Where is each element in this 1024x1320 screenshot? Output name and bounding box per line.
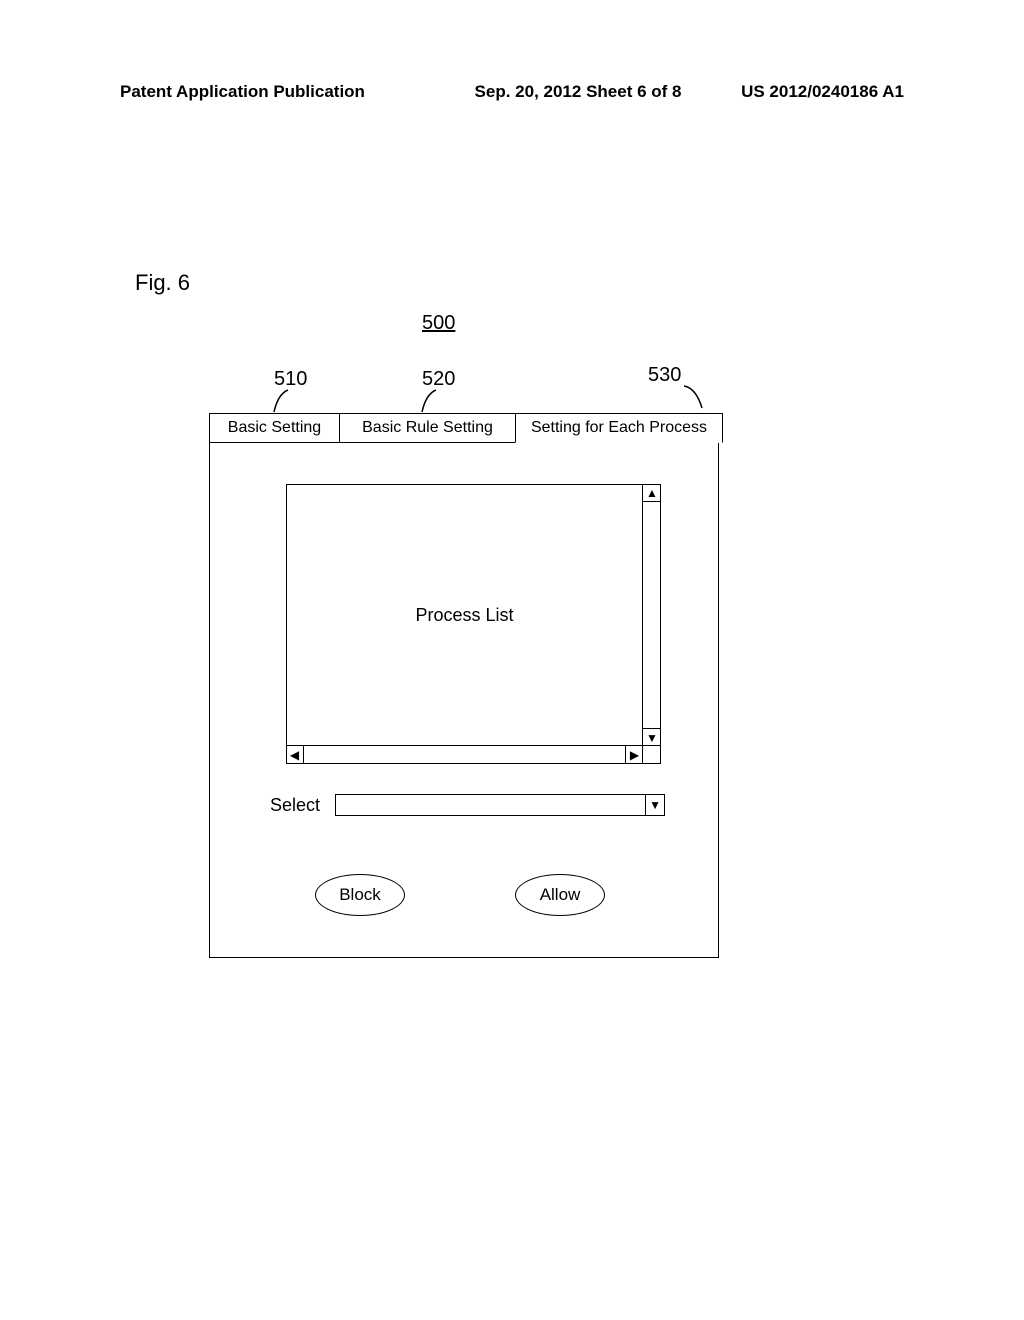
- allow-button[interactable]: Allow: [515, 874, 605, 916]
- select-label: Select: [270, 795, 320, 816]
- tab-bar: Basic Setting Basic Rule Setting Setting…: [209, 413, 723, 443]
- select-row: Select ▼: [270, 794, 665, 816]
- page-header: Patent Application Publication Sep. 20, …: [0, 82, 1024, 102]
- vertical-scrollbar[interactable]: ▲ ▼: [642, 485, 660, 745]
- process-list[interactable]: Process List ▲ ▼ ◀ ▶: [286, 484, 661, 764]
- action-buttons: Block Allow: [315, 874, 605, 916]
- scroll-down-icon[interactable]: ▼: [643, 728, 661, 746]
- figure-label: Fig. 6: [135, 270, 190, 296]
- ref-520: 520: [422, 368, 455, 391]
- tab-basic-rule-setting[interactable]: Basic Rule Setting: [339, 413, 515, 443]
- header-center: Sep. 20, 2012 Sheet 6 of 8: [475, 82, 682, 102]
- header-left: Patent Application Publication: [120, 82, 365, 102]
- select-combobox[interactable]: ▼: [335, 794, 665, 816]
- horizontal-scrollbar[interactable]: ◀ ▶: [287, 745, 642, 763]
- scroll-right-icon[interactable]: ▶: [625, 746, 643, 764]
- ref-510: 510: [274, 368, 307, 391]
- header-right: US 2012/0240186 A1: [741, 82, 904, 102]
- block-button[interactable]: Block: [315, 874, 405, 916]
- scroll-left-icon[interactable]: ◀: [286, 746, 304, 764]
- dropdown-icon[interactable]: ▼: [645, 794, 665, 816]
- ref-500: 500: [422, 312, 455, 335]
- settings-panel: Basic Setting Basic Rule Setting Setting…: [209, 413, 719, 958]
- ref-530: 530: [648, 364, 681, 387]
- tab-basic-setting[interactable]: Basic Setting: [209, 413, 339, 443]
- scroll-corner: [642, 745, 660, 763]
- lead-530: [682, 384, 712, 414]
- process-list-label: Process List: [287, 485, 642, 745]
- scroll-up-icon[interactable]: ▲: [643, 484, 661, 502]
- tab-setting-each-process[interactable]: Setting for Each Process: [515, 413, 723, 443]
